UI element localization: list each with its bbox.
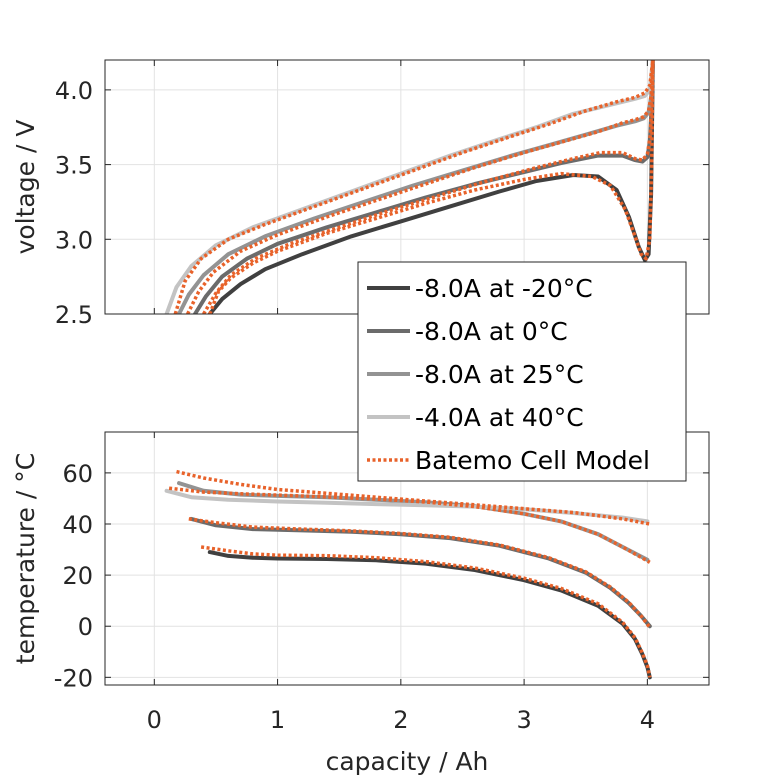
temperature-series-group (164, 469, 652, 680)
legend: -8.0A at -20°C -8.0A at 0°C -8.0A at 25°C -… (357, 261, 687, 482)
voltage-ytick-label: 3.5 (55, 152, 93, 180)
temperature-series-model-curve (168, 486, 651, 564)
voltage-series--8-0a-at-25-c (177, 60, 655, 314)
temperature-xtick-label: 0 (147, 706, 162, 734)
voltage-series-group (164, 60, 655, 314)
voltage-series-model-curve (208, 60, 655, 314)
temperature-panel: -20 0 20 40 60 0 1 2 3 4 temperature / °C capacity … (11, 431, 710, 776)
legend-box (357, 261, 687, 482)
temperature-ytick-label: 60 (62, 460, 93, 488)
voltage-series-model-curve (202, 60, 655, 314)
temperature-xtick-label: 1 (270, 706, 285, 734)
temperature-series-model-curve (188, 517, 652, 629)
temperature-xtick-label: 4 (640, 706, 655, 734)
voltage-series-model-curve (186, 60, 655, 314)
temperature-series-model-curve (200, 545, 652, 678)
legend-label: Batemo Cell Model (415, 446, 650, 475)
legend-label: -4.0A at 40°C (415, 403, 584, 432)
temperature-xtick-label: 2 (393, 706, 408, 734)
temperature-ytick-label: 0 (78, 613, 93, 641)
legend-label: -8.0A at 25°C (415, 360, 584, 389)
voltage-ytick-label: 2.5 (55, 301, 93, 329)
voltage-ytick-label: 3.0 (55, 226, 93, 254)
temperature-ylabel: temperature / °C (11, 453, 40, 664)
temperature-ytick-label: -20 (54, 664, 93, 692)
legend-label: -8.0A at 0°C (415, 317, 568, 346)
voltage-ytick-label: 4.0 (55, 77, 93, 105)
temperature-xtick-label: 3 (516, 706, 531, 734)
voltage-ylabel: voltage / V (11, 120, 40, 255)
temperature-ytick-label: 40 (62, 511, 93, 539)
legend-label: -8.0A at -20°C (415, 274, 593, 303)
voltage-series-batemo-cell-model (173, 60, 655, 314)
temperature-ytick-label: 20 (62, 562, 93, 590)
temperature-xlabel: capacity / Ah (326, 747, 489, 776)
